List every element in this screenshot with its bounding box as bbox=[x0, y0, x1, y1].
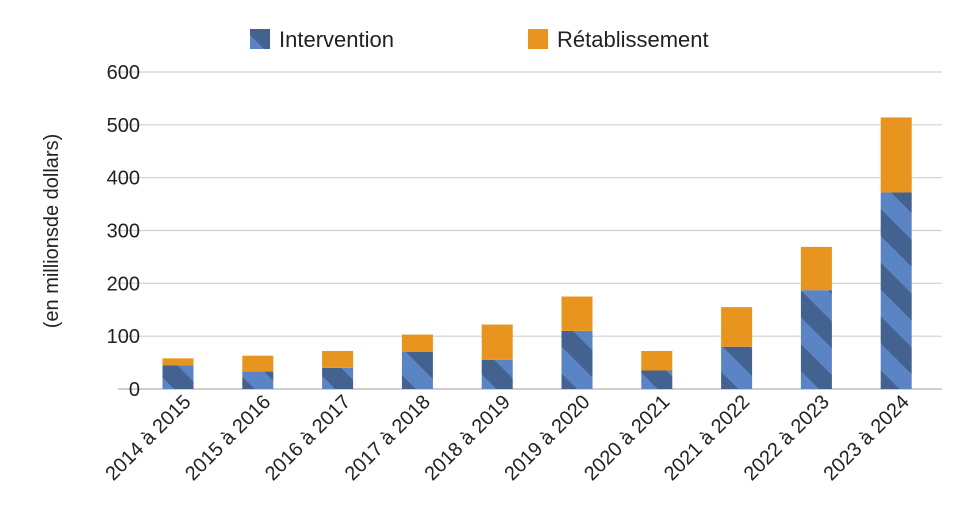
legend-label-retablissement: Rétablissement bbox=[557, 27, 709, 52]
bar-intervention bbox=[561, 330, 593, 389]
bar-intervention bbox=[322, 367, 354, 389]
bar-intervention bbox=[800, 290, 832, 389]
bar-retablissement bbox=[880, 117, 912, 193]
bar-intervention bbox=[162, 365, 194, 389]
bar-retablissement bbox=[641, 350, 673, 371]
y-tick-label: 600 bbox=[107, 62, 140, 84]
bar-retablissement bbox=[242, 355, 274, 372]
y-tick-label: 100 bbox=[107, 326, 140, 348]
y-axis-title: (en millionsde dollars) bbox=[41, 134, 63, 329]
bar-retablissement bbox=[401, 334, 433, 353]
bar-intervention bbox=[721, 346, 753, 389]
y-tick-label: 500 bbox=[107, 115, 140, 137]
x-tick-label: 2023 à 2024 bbox=[820, 391, 914, 485]
y-tick-label: 400 bbox=[107, 168, 140, 190]
bar-intervention bbox=[481, 359, 513, 389]
bar-retablissement bbox=[322, 350, 354, 368]
y-tick-label: 0 bbox=[129, 379, 140, 401]
bars bbox=[162, 117, 912, 389]
bar-intervention bbox=[880, 192, 912, 389]
bar-retablissement bbox=[800, 246, 832, 291]
bar-intervention bbox=[641, 370, 673, 389]
bar-intervention bbox=[401, 352, 433, 389]
bar-intervention bbox=[242, 371, 274, 389]
legend-swatch-intervention bbox=[250, 29, 270, 49]
legend-label-intervention: Intervention bbox=[279, 27, 394, 52]
y-axis-ticks: 0 100 200 300 400 500 600 bbox=[107, 62, 140, 401]
legend-swatch-retablissement bbox=[528, 29, 548, 49]
bar-retablissement bbox=[561, 296, 593, 331]
y-tick-label: 200 bbox=[107, 273, 140, 295]
bar-retablissement bbox=[481, 324, 513, 360]
bar-retablissement bbox=[162, 358, 194, 366]
legend: Intervention Rétablissement bbox=[250, 27, 709, 52]
y-tick-label: 300 bbox=[107, 221, 140, 243]
bar-retablissement bbox=[721, 307, 753, 347]
